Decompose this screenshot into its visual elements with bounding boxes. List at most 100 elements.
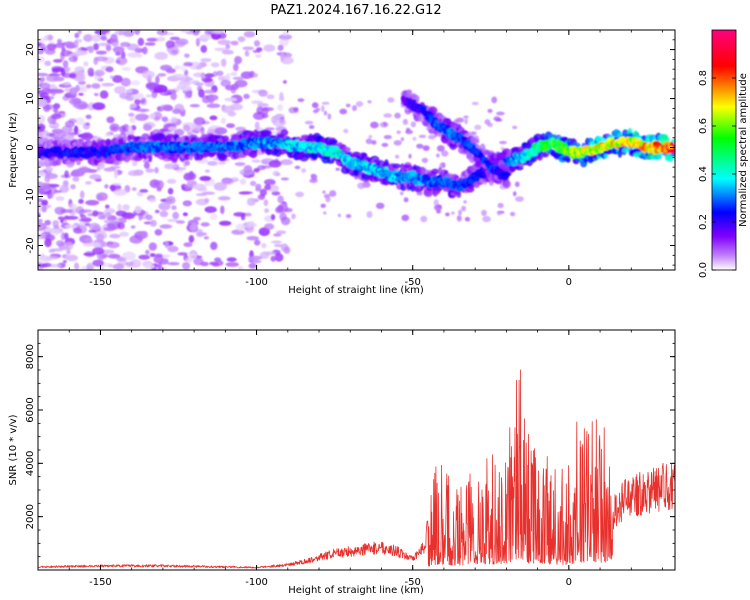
spectrogram-noise-blob [321,101,330,105]
spectrogram-noise-blob [200,222,210,227]
spectrogram-noise-blob [482,215,491,223]
spectrogram-ridge-blob [469,138,480,145]
spectrogram-noise-blob [169,36,180,41]
spectrogram-noise-blob [145,214,153,221]
spectrogram-noise-blob [256,47,263,52]
spectrogram-noise-blob [142,70,155,79]
spectrogram-noise-blob [109,233,121,239]
spectrogram-noise-blob [38,115,46,124]
spectrogram-noise-blob [127,125,133,133]
spectrogram-noise-blob [263,44,276,52]
spectrogram-noise-blob [109,75,115,79]
spectrogram-noise-blob [412,136,417,141]
spectrogram-noise-blob [282,80,287,84]
snr-y-ticks: 2000 4000 6000 8000 [25,329,675,571]
spectrogram-noise-blob [189,223,198,232]
spectrogram-noise-blob [120,42,131,47]
spectrogram-noise-blob [145,249,150,255]
spectrogram-noise-blob [207,94,215,104]
spectrogram-noise-blob [355,101,364,107]
spectrogram-noise-blob [89,174,102,180]
spectrogram-noise-blob [515,196,524,202]
spectrogram-noise-blob [436,145,445,152]
spectrogram-noise-blob [100,211,106,218]
spectrogram-noise-blob [420,215,428,223]
spectrogram-noise-blob [175,38,189,46]
spectrogram-noise-blob [484,119,491,125]
spectrogram-noise-blob [196,65,203,70]
spectrogram-noise-blob [60,132,75,141]
spectrogram-noise-blob [88,222,101,231]
spectrogram-noise-blob [277,104,284,111]
spectrogram-noise-blob [75,117,85,126]
spectrogram-noise-blob [304,120,314,125]
spectrogram-noise-blob [499,140,507,145]
spectrogram-noise-blob [148,242,157,251]
spectrogram-ridge-blob [214,135,225,139]
spectrogram-noise-blob [337,213,341,218]
spectrogram-noise-blob [136,108,150,112]
spectrogram-noise-blob [167,262,180,266]
spectrogram-noise-blob [495,118,503,122]
spectrogram-noise-blob [393,140,402,146]
spectrogram-ridge-blob [141,133,150,141]
spectrogram-noise-blob [142,46,148,55]
spectrogram-noise-blob [257,103,269,107]
spectrogram-noise-blob [180,30,189,33]
spectrogram-noise-blob [193,117,206,126]
spectrogram-noise-blob [92,102,106,110]
spectrogram-noise-blob [149,113,156,120]
spectrogram-noise-blob [251,159,261,163]
spectrogram-ridge-blob [123,135,128,143]
spectrogram-noise-blob [184,69,189,77]
spectrogram-noise-blob [441,150,449,157]
spectrogram-noise-blob [55,240,65,247]
spectrogram-noise-blob [153,255,164,264]
spectrogram-noise-blob [259,188,267,197]
spectrogram-noise-blob [99,90,109,99]
spectrogram-noise-blob [62,60,69,68]
snr-x-label: Height of straight line (km) [288,585,424,596]
spectrogram-noise-blob [239,168,253,177]
spectrogram-noise-blob [383,113,393,118]
spectrogram-noise-blob [48,263,62,268]
spectrogram-noise-blob [282,30,289,36]
spectrogram-y-label: Frequency (Hz) [8,112,19,188]
spectrogram-noise-blob [107,253,121,259]
spectrogram-ridge-blob [280,129,289,136]
spectrogram-noise-blob [105,204,110,209]
spectrogram-ridge-blob [406,89,413,95]
spectrogram-noise-blob [113,169,118,179]
spectrogram-noise-blob [100,36,108,41]
spectrogram-noise-blob [345,103,351,108]
spectrogram-noise-blob [165,40,175,49]
spectrogram-noise-blob [53,103,61,110]
spectrogram-noise-blob [62,260,67,264]
spectrogram-noise-blob [38,218,43,223]
y-tick-label: 2000 [25,504,36,529]
spectrogram-noise-blob [136,235,143,241]
spectrogram-noise-blob [48,123,59,127]
spectrogram-noise-blob [123,30,135,37]
y-tick-label: 10 [25,92,36,105]
spectrogram-noise-blob [257,165,266,171]
spectrogram-noise-blob [39,92,49,99]
spectrogram-noise-blob [122,204,130,211]
spectrogram-noise-blob [144,263,155,270]
spectrogram-noise-blob [143,162,150,169]
spectrogram-noise-blob [254,239,261,246]
spectrogram-noise-blob [53,76,65,82]
spectrogram-noise-blob [242,46,255,51]
spectrogram-noise-blob [162,104,173,112]
spectrogram-noise-blob [262,107,269,115]
spectrogram-noise-blob [512,191,517,197]
spectrogram-noise-blob [85,238,93,244]
spectrogram-noise-blob [60,209,74,213]
spectrogram-noise-blob [44,175,51,183]
spectrogram-noise-blob [230,83,239,90]
spectrogram-noise-blob [39,77,45,82]
spectrogram-noise-blob [206,207,216,212]
spectrogram-noise-blob [191,80,200,85]
spectrogram-noise-blob [92,210,99,217]
spectrogram-noise-blob [38,205,42,213]
